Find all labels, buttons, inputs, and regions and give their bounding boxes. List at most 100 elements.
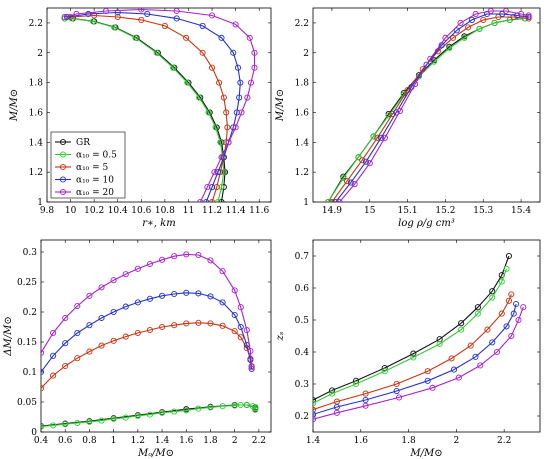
data-point-3 xyxy=(63,13,71,21)
data-point-2 xyxy=(220,94,227,101)
data-point-1 xyxy=(329,390,336,397)
data-point-4 xyxy=(138,8,145,13)
y-tick-label: 1.4 xyxy=(29,138,44,148)
data-point-4 xyxy=(455,374,462,381)
data-point-3 xyxy=(233,109,240,116)
data-point-3 xyxy=(134,299,141,306)
data-point-2 xyxy=(86,348,93,355)
x-tick-label: 10.8 xyxy=(155,206,175,216)
x-tick-label: 10.4 xyxy=(108,206,128,216)
data-point-4 xyxy=(442,34,449,41)
data-point-3 xyxy=(332,198,339,202)
data-point-3 xyxy=(207,293,214,300)
data-point-4 xyxy=(219,268,226,275)
data-point-2 xyxy=(359,157,366,164)
data-point-4 xyxy=(396,107,404,115)
data-point-4 xyxy=(313,416,317,423)
data-point-3 xyxy=(203,198,210,202)
data-point-1 xyxy=(313,400,317,407)
data-point-3 xyxy=(423,61,430,68)
data-point-4 xyxy=(61,13,68,21)
y-tick-label: 0.2 xyxy=(23,308,37,318)
y-tick-label: 0.1 xyxy=(23,368,37,378)
data-point-1 xyxy=(340,175,347,182)
data-point-4 xyxy=(73,10,80,18)
data-point-2 xyxy=(134,329,141,337)
data-point-2 xyxy=(424,368,431,375)
data-point-4 xyxy=(244,94,251,101)
x-tick-label: 11.6 xyxy=(249,206,269,216)
x-tick-label: 11 xyxy=(183,206,194,216)
x-tick-label: 0.4 xyxy=(34,436,49,446)
data-point-4 xyxy=(477,362,484,369)
data-point-4 xyxy=(493,348,501,356)
data-point-3 xyxy=(468,16,475,23)
series-line-2 xyxy=(313,294,512,411)
data-point-3 xyxy=(313,411,317,418)
data-point-2 xyxy=(216,79,223,86)
data-point-2 xyxy=(114,13,121,21)
series-line-3 xyxy=(41,292,253,373)
data-point-3 xyxy=(146,295,153,302)
x-tick-label: 1.8 xyxy=(401,436,416,446)
x-tick-label: 1.8 xyxy=(203,436,218,446)
data-point-1 xyxy=(219,403,226,410)
series-line-2 xyxy=(70,14,228,202)
data-point-2 xyxy=(374,134,381,141)
data-point-1 xyxy=(217,139,224,146)
x-tick-label: 10.6 xyxy=(131,206,151,216)
data-point-2 xyxy=(41,385,45,392)
y-tick-label: 0.5 xyxy=(295,316,310,326)
y-tick-label: 1.2 xyxy=(29,168,43,178)
data-point-2 xyxy=(138,16,145,23)
y-tick-label: 0.05 xyxy=(17,398,37,408)
data-point-1 xyxy=(134,412,141,419)
data-point-1 xyxy=(212,124,219,131)
y-tick-label: 2 xyxy=(303,49,309,59)
x-tick-label: 1.6 xyxy=(179,436,194,446)
legend-entry-4: α₁₀ = 20 xyxy=(76,188,114,198)
data-point-2 xyxy=(207,320,214,327)
data-point-4 xyxy=(381,134,388,141)
data-point-4 xyxy=(218,154,225,161)
data-point-2 xyxy=(209,64,216,71)
chart-panel-redshift-mass: 1.4 1.6 1.8 2 2.2 0.2 0.3 0.4 0.5 0.6 0.7 M/M⊙ zₛ xyxy=(275,239,541,459)
x-tick-label: 0.6 xyxy=(58,436,73,446)
data-point-0 xyxy=(505,252,512,260)
data-point-3 xyxy=(173,15,180,22)
data-point-2 xyxy=(213,184,220,191)
x-axis-label: r∗, km xyxy=(142,218,175,229)
data-point-2 xyxy=(508,291,515,298)
x-tick-label: 1 xyxy=(111,436,117,446)
data-point-1 xyxy=(183,407,190,414)
data-point-3 xyxy=(171,290,178,298)
plot-frame xyxy=(312,239,541,433)
data-point-0 xyxy=(489,288,496,295)
data-point-3 xyxy=(50,352,57,359)
data-point-4 xyxy=(231,287,238,294)
data-point-4 xyxy=(98,284,105,291)
x-tick-label: 11.4 xyxy=(226,206,246,216)
data-point-1 xyxy=(159,409,166,416)
data-point-2 xyxy=(328,198,335,202)
data-point-4 xyxy=(171,253,178,260)
data-point-0 xyxy=(313,396,317,404)
series-group xyxy=(41,251,259,430)
data-point-1 xyxy=(86,418,93,425)
data-point-0 xyxy=(458,320,465,327)
x-tick-label: 2 xyxy=(454,436,460,446)
data-point-1 xyxy=(122,414,129,421)
series-group xyxy=(61,8,258,202)
data-point-4 xyxy=(225,139,232,146)
data-point-4 xyxy=(515,316,522,324)
data-point-0 xyxy=(218,198,225,202)
data-point-3 xyxy=(86,322,93,329)
data-point-4 xyxy=(412,81,419,88)
legend-marker-4 xyxy=(59,188,67,196)
data-point-1 xyxy=(476,25,483,32)
data-point-4 xyxy=(243,326,250,334)
data-point-4 xyxy=(351,181,358,188)
data-point-4 xyxy=(472,10,479,18)
data-point-4 xyxy=(518,10,525,18)
data-point-1 xyxy=(252,404,259,412)
